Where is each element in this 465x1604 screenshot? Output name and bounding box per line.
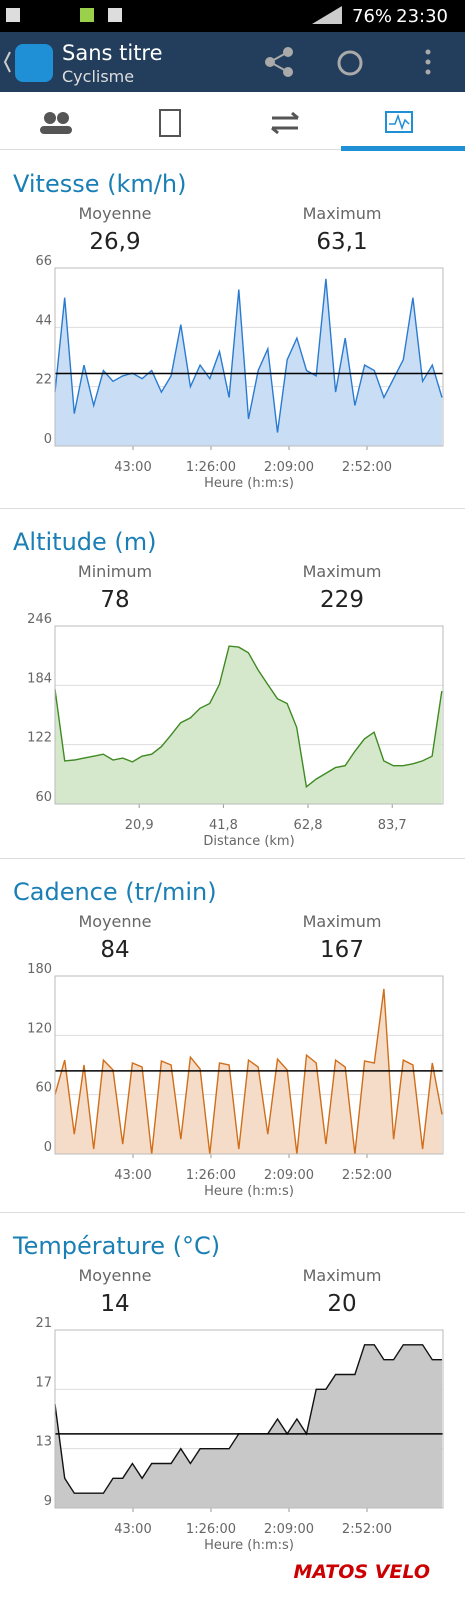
section-divider [0, 858, 465, 859]
stat-name: Moyenne [78, 912, 151, 931]
app-title: Sans titre [62, 41, 163, 65]
x-tick-label: 1:26:00 [186, 460, 236, 475]
line [54, 278, 443, 433]
stat-name: Moyenne [78, 1266, 151, 1285]
y-tick-label: 44 [35, 313, 52, 328]
status-icon [108, 8, 122, 22]
x-tick-label: 20,9 [125, 818, 154, 833]
stat-value: 63,1 [316, 229, 367, 255]
y-tick-label: 120 [27, 1021, 52, 1036]
y-tick-label: 66 [35, 254, 52, 269]
area [55, 646, 442, 804]
x-tick-label: 2:09:00 [264, 1522, 314, 1537]
x-tick-label: 43:00 [114, 1522, 151, 1537]
x-axis-label: Heure (h:m:s) [204, 1538, 294, 1553]
stat-name: Maximum [303, 204, 382, 223]
app-icon [15, 44, 53, 82]
x-tick-label: 2:52:00 [342, 1522, 392, 1537]
share[interactable] [265, 47, 293, 77]
status-bar [0, 0, 465, 32]
status-icon [6, 8, 20, 22]
battery: 76% [352, 6, 392, 27]
x-tick-label: 2:09:00 [264, 460, 314, 475]
stat-name: Maximum [303, 562, 382, 581]
x-tick-label: 43:00 [114, 460, 151, 475]
y-tick-label: 122 [27, 731, 52, 746]
x-tick-label: 43:00 [114, 1168, 151, 1183]
section-divider [0, 1212, 465, 1213]
chart-title: Cadence (tr/min) [13, 878, 217, 906]
x-axis-label: Heure (h:m:s) [204, 1184, 294, 1199]
stat-value: 26,9 [89, 229, 140, 255]
y-tick-label: 0 [44, 1140, 52, 1155]
x-tick-label: 41,8 [209, 818, 238, 833]
app-bar [0, 32, 465, 92]
x-tick-label: 2:09:00 [264, 1168, 314, 1183]
signal-icon [312, 6, 342, 24]
stat-value: 14 [100, 1291, 129, 1317]
stat-name: Minimum [78, 562, 152, 581]
stat-name: Moyenne [78, 204, 151, 223]
plot-frame [54, 625, 444, 805]
area [55, 1344, 442, 1508]
line [54, 988, 443, 1155]
plot-frame [54, 1329, 444, 1509]
stat-value: 84 [100, 937, 129, 963]
y-tick-label: 17 [35, 1375, 52, 1390]
y-tick-label: 60 [35, 1081, 52, 1096]
stat-value: 229 [320, 587, 364, 613]
x-tick-label: 1:26:00 [186, 1522, 236, 1537]
x-tick-label: 83,7 [378, 818, 407, 833]
sync[interactable] [337, 50, 363, 76]
area [55, 278, 442, 446]
menu[interactable] [425, 49, 431, 75]
tab-indicator [341, 146, 465, 151]
y-tick-label: 21 [35, 1316, 52, 1331]
chart-title: Altitude (m) [13, 528, 157, 556]
y-tick-label: 0 [44, 432, 52, 447]
tab-divider [0, 149, 465, 150]
x-axis-label: Distance (km) [203, 834, 294, 849]
x-tick-label: 62,8 [294, 818, 323, 833]
x-tick-label: 2:52:00 [342, 1168, 392, 1183]
plot-frame [54, 975, 444, 1155]
x-axis-label: Heure (h:m:s) [204, 476, 294, 491]
tabs [0, 92, 465, 150]
section-divider [0, 508, 465, 509]
tab-people[interactable] [40, 112, 72, 134]
plot-frame [54, 267, 444, 447]
tab-laps[interactable] [271, 111, 299, 135]
y-tick-label: 13 [35, 1435, 52, 1450]
tab-summary[interactable] [159, 109, 181, 137]
chart-title: Température (°C) [12, 1232, 220, 1260]
watermark: MATOS VELO [294, 1561, 430, 1583]
stat-value: 167 [320, 937, 364, 963]
x-tick-label: 1:26:00 [186, 1168, 236, 1183]
back[interactable] [3, 51, 11, 73]
stat-name: Maximum [303, 1266, 382, 1285]
y-tick-label: 9 [44, 1494, 52, 1509]
stat-value: 20 [327, 1291, 356, 1317]
x-tick-label: 2:52:00 [342, 460, 392, 475]
stat-value: 78 [100, 587, 129, 613]
time: 23:30 [396, 6, 448, 27]
chart-title: Vitesse (km/h) [13, 170, 186, 198]
line [54, 645, 443, 789]
app-subtitle: Cyclisme [62, 67, 134, 86]
tab-charts[interactable] [385, 111, 413, 133]
y-tick-label: 184 [27, 671, 52, 686]
stat-name: Maximum [303, 912, 382, 931]
y-tick-label: 60 [35, 790, 52, 805]
y-tick-label: 180 [27, 962, 52, 977]
y-tick-label: 22 [35, 373, 52, 388]
status-icon [80, 8, 94, 22]
y-tick-label: 246 [27, 612, 52, 627]
